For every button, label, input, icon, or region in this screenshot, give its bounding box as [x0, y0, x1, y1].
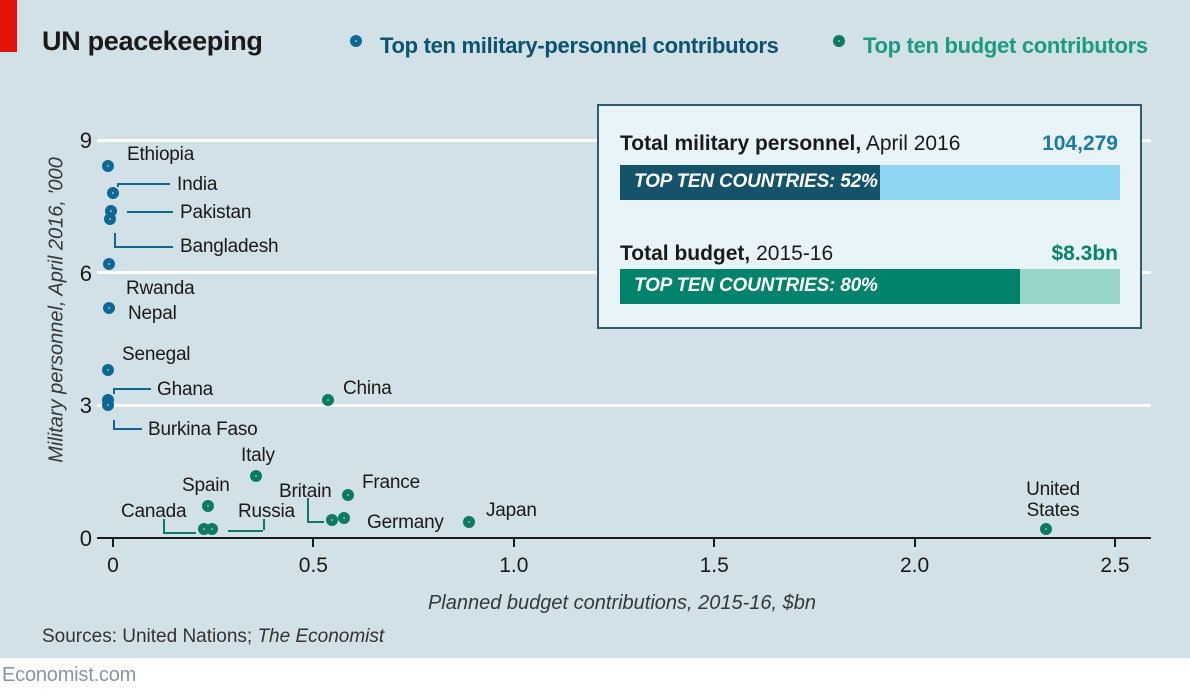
point-label-italy: Italy — [241, 445, 275, 466]
x-tick-label-2.0: 2.0 — [899, 554, 930, 577]
total-budget-value: $8.3bn — [1051, 242, 1118, 265]
point-label-japan: Japan — [486, 500, 537, 521]
leader-line-pakistan — [127, 211, 173, 213]
total-budget-label-bold: Total budget, — [620, 242, 751, 265]
x-tick-2.0 — [913, 539, 916, 547]
leader-line-russia — [263, 519, 265, 530]
leader-line-bangladesh — [114, 233, 116, 246]
point-label-britain: Britain — [279, 481, 332, 502]
data-point-rwanda — [102, 257, 115, 270]
budget-share-bar-fill: TOP TEN COUNTRIES: 80% — [620, 269, 1020, 304]
total-budget-label-rest: 2015-16 — [750, 242, 834, 265]
point-label-pakistan: Pakistan — [180, 202, 252, 223]
total-personnel-label-bold: Total military personnel, — [620, 132, 862, 155]
data-point-senegal — [102, 363, 115, 376]
x-tick-label-1.5: 1.5 — [699, 554, 729, 577]
x-axis-line — [97, 537, 1151, 539]
x-tick-label-2.5: 2.5 — [1100, 554, 1130, 577]
point-label-ethiopia: Ethiopia — [127, 144, 195, 165]
point-label-ghana: Ghana — [157, 379, 214, 400]
y-tick-label-0: 0 — [79, 526, 92, 551]
data-point-burkina-faso — [102, 398, 115, 411]
point-label-india: India — [177, 174, 218, 195]
data-point-france — [342, 489, 355, 502]
point-label-senegal: Senegal — [122, 344, 191, 365]
y-tick-label-6: 6 — [79, 260, 92, 286]
leader-line-ghana — [113, 388, 115, 394]
personnel-share-bar-fill: TOP TEN COUNTRIES: 52% — [620, 165, 880, 200]
data-point-russia — [206, 522, 219, 535]
data-point-italy — [250, 469, 263, 482]
data-point-ethiopia — [102, 160, 114, 173]
personnel-share-bar: TOP TEN COUNTRIES: 52% — [620, 165, 1120, 200]
sources-publication: The Economist — [257, 626, 385, 647]
x-tick-0.5 — [312, 539, 315, 547]
military-legend-dot-icon — [350, 35, 362, 47]
data-point-nepal — [102, 301, 115, 314]
sources-prefix: Sources: United Nations; — [42, 626, 258, 647]
x-tick-0 — [112, 539, 114, 547]
leader-line-burkina-faso — [113, 420, 115, 428]
data-point-japan — [462, 515, 475, 528]
sources-line: Sources: United Nations; The Economist — [42, 626, 384, 648]
x-tick-2.5 — [1114, 539, 1116, 547]
leader-line-burkina-faso — [113, 428, 142, 430]
budget-share-bar: TOP TEN COUNTRIES: 80% — [620, 269, 1120, 304]
budget-legend-label: Top ten budget contributors — [863, 33, 1148, 58]
y-axis-title: Military personnel, April 2016, '000 — [45, 157, 68, 463]
personnel-share-bar-label: TOP TEN COUNTRIES: 52% — [634, 171, 878, 192]
page-title: UN peacekeeping — [42, 26, 263, 56]
leader-line-britain — [307, 521, 324, 523]
x-tick-label-0.5: 0.5 — [298, 554, 328, 577]
data-point-united-states — [1039, 522, 1052, 535]
leader-line-india — [117, 183, 170, 185]
data-point-bangladesh — [104, 213, 116, 226]
point-label-canada: Canada — [121, 501, 187, 522]
scatter-plot: 0 3 6 9 0 0.5 1.0 1.5 2.0 2.5 Ethiopia India Pakista… — [79, 128, 1151, 577]
x-tick-1.0 — [512, 539, 515, 547]
point-label-burkina-faso: Burkina Faso — [148, 419, 258, 440]
point-label-bangladesh: Bangladesh — [180, 236, 279, 257]
leader-line-bangladesh — [114, 246, 173, 248]
point-label-united-states: United States — [1026, 479, 1080, 521]
y-tick-label-3: 3 — [79, 393, 92, 419]
point-label-china: China — [343, 378, 392, 399]
budget-legend-dot-icon — [833, 35, 845, 47]
economist-red-tab — [0, 0, 17, 52]
data-point-china — [322, 394, 335, 407]
leader-line-britain — [307, 498, 309, 521]
military-legend-label: Top ten military-personnel contributors — [380, 33, 779, 58]
total-personnel-label-rest: April 2016 — [861, 132, 961, 155]
total-personnel-value: 104,279 — [1042, 132, 1118, 155]
point-label-spain: Spain — [182, 475, 230, 496]
point-label-rwanda: Rwanda — [126, 278, 195, 299]
chart-background: UN peacekeeping Top ten military-personn… — [0, 0, 1190, 658]
x-tick-1.5 — [713, 539, 716, 547]
x-tick-label-1.0: 1.0 — [499, 554, 529, 577]
leader-line-russia — [228, 530, 263, 532]
budget-share-bar-label: TOP TEN COUNTRIES: 80% — [634, 275, 878, 296]
point-label-nepal: Nepal — [128, 303, 177, 324]
x-axis-title: Planned budget contributions, 2015-16, $… — [427, 592, 817, 614]
leader-line-ghana — [113, 388, 151, 390]
footer-strip: Economist.com — [0, 658, 1190, 696]
data-point-spain — [202, 500, 215, 513]
site-url: Economist.com — [2, 664, 137, 686]
data-point-germany — [338, 511, 351, 524]
data-point-britain — [326, 513, 339, 526]
total-personnel-label: Total military personnel, April 2016 — [620, 132, 960, 156]
leader-line-canada — [163, 532, 196, 534]
x-tick-label-0: 0 — [107, 554, 119, 577]
y-tick-label-9: 9 — [79, 128, 92, 154]
gridline-y-3 — [97, 403, 1151, 407]
point-label-france: France — [362, 472, 420, 493]
leader-line-canada — [163, 519, 165, 532]
total-budget-label: Total budget, 2015-16 — [620, 242, 833, 266]
point-label-germany: Germany — [367, 512, 444, 533]
data-point-india — [106, 186, 119, 199]
summary-inset-box: Total military personnel, April 2016 104… — [597, 104, 1142, 329]
leader-line-india — [117, 183, 119, 187]
point-label-russia: Russia — [238, 501, 295, 522]
